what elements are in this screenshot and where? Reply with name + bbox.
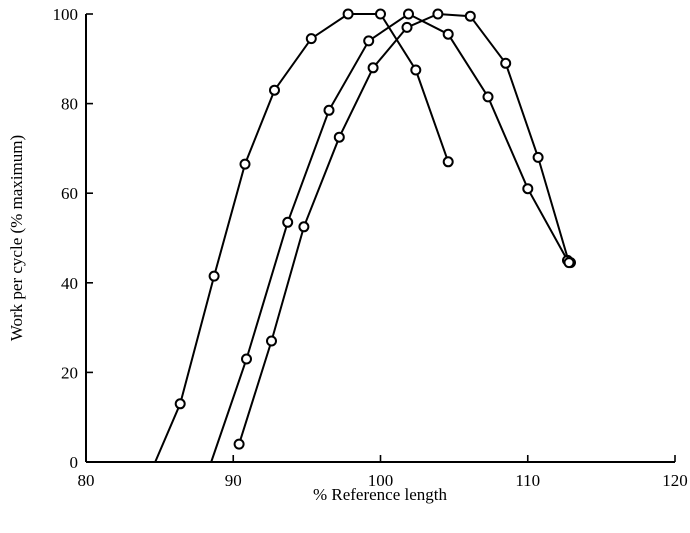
series-line xyxy=(239,14,569,444)
series-2 xyxy=(211,10,575,463)
data-point xyxy=(299,222,308,231)
data-point xyxy=(235,440,244,449)
x-tick-label: 110 xyxy=(515,471,540,490)
plot-area xyxy=(86,14,675,462)
data-point xyxy=(565,258,574,267)
data-point xyxy=(523,184,532,193)
data-point xyxy=(325,106,334,115)
data-point xyxy=(411,66,420,75)
y-tick-label: 20 xyxy=(61,363,78,382)
data-point xyxy=(270,86,279,95)
data-point xyxy=(403,23,412,32)
data-point xyxy=(466,12,475,21)
x-tick-label: 80 xyxy=(78,471,95,490)
data-point xyxy=(444,157,453,166)
data-point xyxy=(364,36,373,45)
x-tick-label: 120 xyxy=(662,471,688,490)
data-point xyxy=(242,355,251,364)
data-point xyxy=(307,34,316,43)
y-tick-label: 60 xyxy=(61,184,78,203)
series-line xyxy=(211,14,570,462)
y-axis-title: Work per cycle (% maximum) xyxy=(7,135,26,341)
data-point xyxy=(267,337,276,346)
y-tick-label: 100 xyxy=(53,5,79,24)
data-point xyxy=(210,272,219,281)
data-point xyxy=(534,153,543,162)
y-tick-label: 80 xyxy=(61,95,78,114)
data-point xyxy=(344,10,353,19)
y-tick-label: 40 xyxy=(61,274,78,293)
data-point xyxy=(369,63,378,72)
data-point xyxy=(404,10,413,19)
x-axis-title: % Reference length xyxy=(313,485,448,504)
data-point xyxy=(283,218,292,227)
series-layer xyxy=(155,10,575,463)
series-1 xyxy=(155,10,453,463)
data-point xyxy=(501,59,510,68)
x-tick-label: 90 xyxy=(225,471,242,490)
data-point xyxy=(241,160,250,169)
data-point xyxy=(335,133,344,142)
y-tick-label: 0 xyxy=(70,453,79,472)
data-point xyxy=(433,10,442,19)
data-point xyxy=(484,92,493,101)
data-point xyxy=(176,399,185,408)
data-point xyxy=(444,30,453,39)
data-point xyxy=(376,10,385,19)
